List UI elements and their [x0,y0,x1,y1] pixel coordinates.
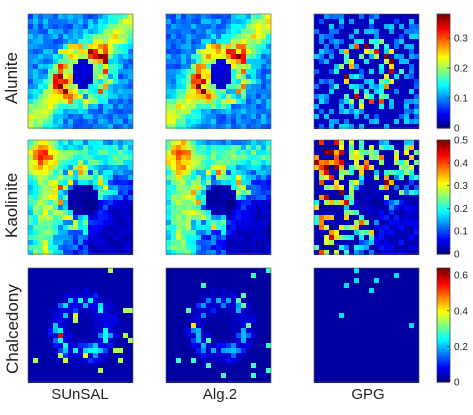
colorbar-tick-label: 0.2 [454,342,468,353]
row-label-chalcedony: Chalcedony [3,284,22,374]
row-label-kaolinite: Kaolinite [2,172,21,238]
colorbar-tick-label: 0.4 [454,306,468,317]
heatmap-alunite-gpg [313,13,420,129]
column-label-alg2: Alg.2 [202,386,238,403]
colorbar-alunite: 0 0.1 0.2 0.3 [436,13,468,135]
colorbar-tick-label: 0.1 [454,227,468,238]
heatmap-chalcedony-gpg [313,267,420,383]
colorbar-tick-label: 0.3 [454,181,468,192]
colorbar-tick-label: 0 [454,124,460,135]
colorbar-tick-label: 0.2 [454,204,468,215]
heatmap-kaolinite-alg2 [165,139,272,255]
colorbar-kaolinite: 0 0.1 0.2 0.3 0.4 0.5 [436,136,468,261]
colorbar-tick-label: 0.5 [454,136,468,147]
heatmap-chalcedony-sunsal [27,267,134,383]
heatmap-kaolinite-gpg [313,139,420,255]
colorbar-tick-label: 0 [454,250,460,261]
colorbar-chalcedony: 0 0.2 0.4 0.6 [436,267,468,389]
colorbar-tick-label: 0.1 [454,94,468,105]
colorbar-tick-label: 0.6 [454,271,468,282]
colorbar-tick-label: 0 [454,378,460,389]
column-label-gpg: GPG [351,386,385,403]
heatmap-kaolinite-sunsal [27,139,134,255]
row-label-alunite: Alunite [2,52,21,104]
column-label-sunsal: SUnSAL [51,386,109,403]
colorbar-tick-label: 0.3 [454,34,468,45]
colorbar-tick-label: 0.4 [454,158,468,169]
heatmap-chalcedony-alg2 [165,267,272,383]
colorbar-tick-label: 0.2 [454,64,468,75]
heatmap-alunite-sunsal [27,13,134,129]
heatmap-alunite-alg2 [165,13,272,129]
